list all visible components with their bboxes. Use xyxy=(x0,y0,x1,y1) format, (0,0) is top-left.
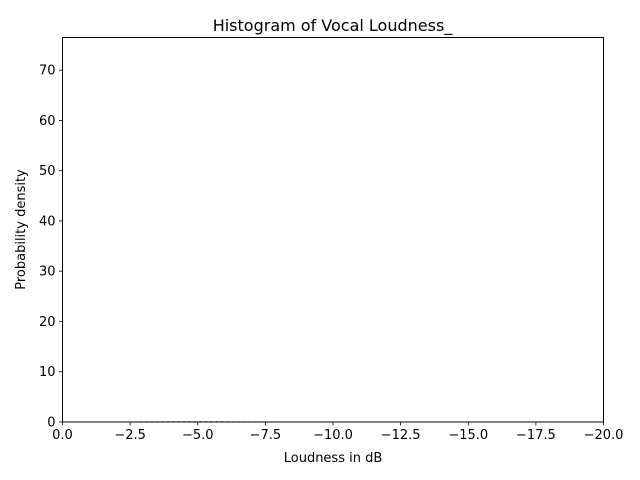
y-tick-label: 0 xyxy=(47,416,55,431)
y-axis-label: Probability density xyxy=(14,169,29,290)
histogram-bar xyxy=(183,420,185,422)
histogram-bar xyxy=(188,420,191,422)
y-tick-label: 10 xyxy=(39,365,56,380)
x-tick-label: −20.0 xyxy=(584,428,624,443)
x-tick-label: −12.5 xyxy=(381,428,421,443)
x-tick-label: −5.0 xyxy=(182,428,214,443)
y-axis: 0 10 20 30 40 50 60 70 xyxy=(39,64,63,431)
x-tick-label: 0.0 xyxy=(52,428,73,443)
x-tick-label: −17.5 xyxy=(516,428,556,443)
x-axis-label: Loudness in dB xyxy=(284,451,383,466)
chart-title: Histogram of Vocal Loudness_ xyxy=(213,16,454,36)
x-tick-label: −2.5 xyxy=(114,428,146,443)
histogram-bar xyxy=(178,420,180,422)
plot-frame xyxy=(62,37,604,423)
histogram-bar xyxy=(194,420,196,422)
x-tick-label: −10.0 xyxy=(313,428,353,443)
histogram-bar xyxy=(199,420,202,422)
x-tick-label: −7.5 xyxy=(250,428,282,443)
y-tick-label: 60 xyxy=(39,114,56,129)
x-tick-label: −15.0 xyxy=(448,428,488,443)
y-tick-label: 70 xyxy=(39,64,56,79)
y-tick-label: 30 xyxy=(39,265,56,280)
y-tick-label: 40 xyxy=(39,214,56,229)
y-tick-label: 20 xyxy=(39,315,56,330)
x-axis: 0.0 −2.5 −5.0 −7.5 −10.0 −12.5 −15.0 −17.5 −20.0 xyxy=(52,422,623,443)
y-tick-label: 50 xyxy=(39,164,56,179)
